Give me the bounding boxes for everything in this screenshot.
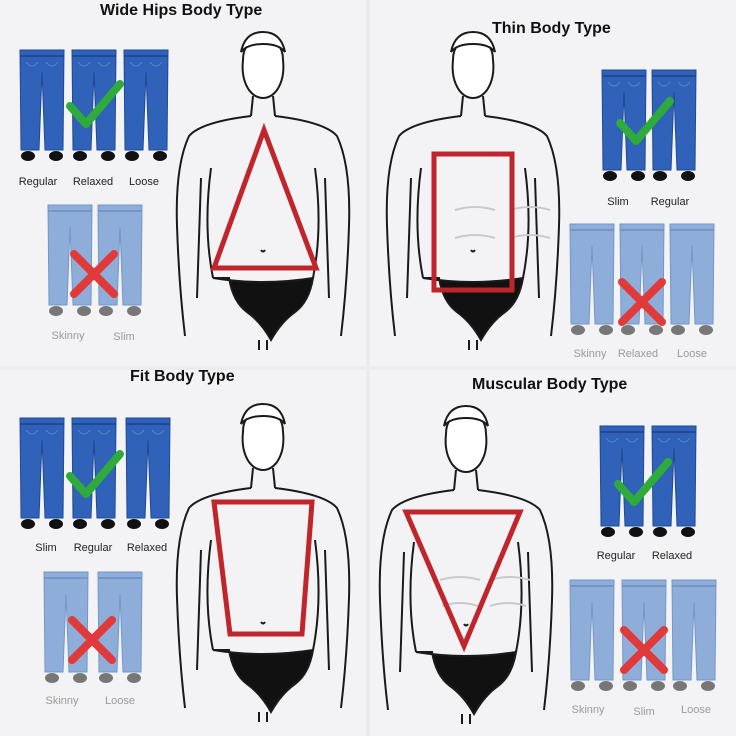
jeans-label: Slim [633,706,655,718]
jeans-label: Loose [677,348,707,360]
good-jeans-group [19,417,171,530]
abs-detail [454,206,551,239]
jeans-label: Skinny [571,704,605,716]
panel-thin-art [385,31,715,351]
figure [175,403,351,723]
panel-muscular-art [378,405,717,725]
bad-jeans-group [43,571,143,684]
jeans-label: Loose [681,704,711,716]
panel-fit-art [19,403,351,723]
jeans-label: Skinny [45,695,79,707]
body-shape-trapezoid [211,499,315,637]
body-shape-inverted-triangle [402,509,524,653]
jeans-label: Regular [73,542,113,554]
figure [378,405,554,725]
body-shape-triangle [210,122,320,271]
jeans-label: Regular [596,550,636,562]
panel-thin: Thin Body Type Slim Regular Skinny Relax… [370,0,736,366]
jeans-label: Relaxed [126,542,168,554]
jeans-label: Regular [650,196,690,208]
panel-wide-hips-art [19,31,351,351]
jeans-label: Slim [35,542,57,554]
panel-muscular: Muscular Body Type Regular Relaxed Skinn… [370,370,736,736]
jeans-label: Loose [105,695,135,707]
jeans-label: Loose [129,176,159,188]
figure [175,31,351,351]
jeans-label: Regular [18,176,58,188]
jeans-label: Skinny [51,330,85,342]
jeans-label: Slim [113,331,135,343]
good-jeans-group [19,49,169,162]
jeans-label: Relaxed [617,348,659,360]
panel-title: Wide Hips Body Type [100,2,263,19]
jeans-label: Skinny [573,348,607,360]
jeans-label: Slim [607,196,629,208]
bad-jeans-group [569,579,717,692]
panel-title: Fit Body Type [130,370,235,385]
bad-jeans-group [47,204,143,317]
bad-jeans-group [569,223,715,336]
jeans-label: Relaxed [651,550,693,562]
panel-wide-hips: Wide Hips Body Type Regular Relaxed Loos… [0,0,366,366]
body-shape-rectangle [431,151,515,293]
panel-fit: Fit Body Type Slim Regular Relaxed Skinn… [0,370,366,736]
figure [385,31,561,351]
panel-title: Muscular Body Type [472,376,628,393]
panel-title: Thin Body Type [492,20,611,37]
jeans-label: Relaxed [72,176,114,188]
abs-detail [439,576,531,607]
